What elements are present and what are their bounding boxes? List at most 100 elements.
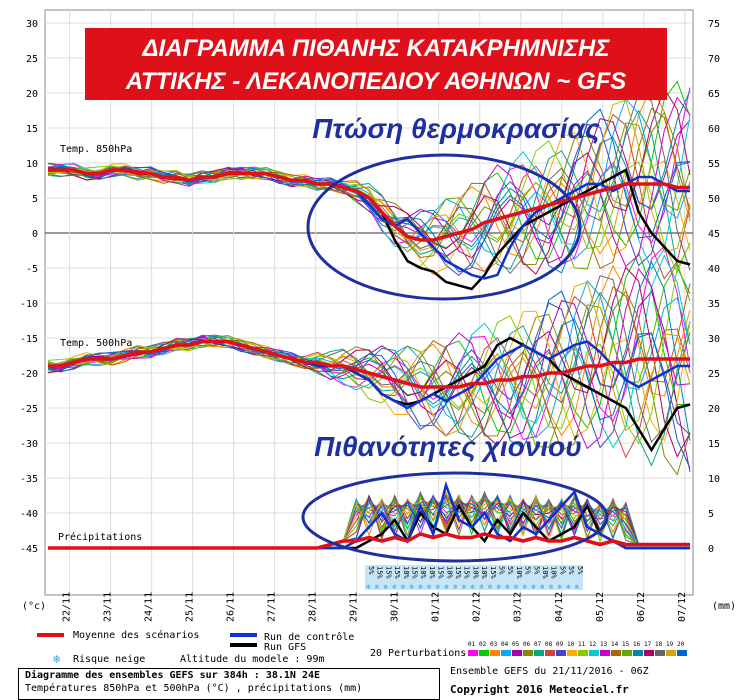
snow-risk-pct: 10% [428,566,436,579]
snow-risk-pct: 5% [506,566,514,575]
perturbation-line [47,290,691,469]
perturbation-swatch [545,650,555,656]
right-tick-label: 25 [708,369,720,380]
snow-risk-pct: 10% [419,566,427,579]
snowflake-icon: ❄ [375,583,379,591]
perturbation-legend: 01 02 03 04 05 06 07 08 09 10 11 12 13 14 15 16 17 18 19 20 [468,641,687,656]
left-tick-label: 0 [32,229,38,240]
right-tick-label: 15 [708,439,720,450]
snow-risk-pct: 15% [384,566,392,579]
snow-risk-pct: 10% [402,566,410,579]
snowflake-icon: ❄ [418,583,422,591]
label-t500: Temp. 500hPa [60,338,132,349]
label-t850: Temp. 850hPa [60,144,132,155]
copyright: Copyright 2016 Meteociel.fr [450,683,629,696]
perturbation-swatch [490,650,500,656]
x-tick-label: 25/11 [185,592,196,622]
perturbation-swatch [556,650,566,656]
snowflake-icon: ❄ [383,583,387,591]
left-axis-unit: (°c) [22,601,46,612]
snow-risk-pct: 5% [524,566,532,575]
perturbation-id: 20 [677,641,685,648]
snowflake-icon: ❄ [479,583,483,591]
right-tick-label: 60 [708,124,720,135]
x-tick-label: 23/11 [103,592,114,622]
temp-drop-annotation: Πτώση θερμοκρασίας [312,113,600,144]
snow-risk-pct: 5% [558,566,566,575]
snowflake-icon: ❄ [470,583,474,591]
perturbation-id: 01 [468,641,476,648]
title-banner [85,28,667,100]
perturbation-id: 05 [512,641,520,648]
perturbation-id: 09 [556,641,564,648]
perturbation-swatch [611,650,621,656]
x-tick-label: 07/12 [677,592,688,622]
snowflake-icon: ❄ [453,583,457,591]
mean-t500-line [48,339,690,389]
x-axis: 22/11 23/11 24/11 25/11 26/11 27/11 28/11 29/11… [62,592,688,622]
snowflake-icon: ❄ [531,583,535,591]
x-tick-label: 26/11 [226,592,237,622]
snow-risk-pct: 10% [480,566,488,579]
perturbation-line [47,267,691,450]
x-tick-label: 04/12 [554,592,565,622]
grid [45,10,693,595]
snow-risk-pct: 15% [437,566,445,579]
ensemble-run-label: Ensemble GEFS du 21/11/2016 - 06Z [450,666,649,677]
snowflake-icon: ❄ [540,583,544,591]
left-tick-label: 25 [26,54,38,65]
legend-control-label: Run de contrôle [264,631,354,643]
left-tick-label: 15 [26,124,38,135]
perturbation-id: 17 [644,641,652,648]
perturbation-swatch [523,650,533,656]
right-tick-label: 40 [708,264,720,275]
snow-risk-pct: 10% [550,566,558,579]
x-tick-label: 06/12 [636,592,647,622]
left-tick-label: 5 [32,194,38,205]
right-tick-label: 5 [708,509,714,520]
perturbation-swatch [534,650,544,656]
perturbation-id: 16 [633,641,641,648]
perturbation-id: 14 [611,641,619,648]
snow-risk-pct: 15% [393,566,401,579]
perturbation-id: 08 [545,641,553,648]
legend-mean-label: Moyenne des scénarios [73,629,199,641]
main-series [48,168,691,550]
right-tick-label: 35 [708,299,720,310]
left-tick-label: -25 [20,404,38,415]
snow-risk-pct: 10% [541,566,549,579]
snow-risk-strip: 5%❄15%❄15%❄15%❄10%❄15%❄10%❄10%❄15%❄10%❄1… [365,565,584,591]
snow-prob-ellipse [301,471,609,563]
snow-risk-pct: 15% [376,566,384,579]
left-tick-label: -40 [20,509,38,520]
right-axis-unit: (mm) [712,601,736,612]
perturbation-line [47,92,691,275]
perturbation-id: 07 [534,641,542,648]
snow-risk-pct: 5% [367,566,375,575]
x-tick-label: 22/11 [62,592,73,622]
title-line2: ΑΤΤΙΚΗΣ - ΛΕΚΑΝΟΠΕΔΙΟΥ ΑΘΗΝΩΝ ~ GFS [125,68,627,95]
snowflake-icon: ❄ [566,583,570,591]
right-tick-label: 65 [708,89,720,100]
perturbation-id: 11 [578,641,586,648]
right-tick-label: 50 [708,194,720,205]
snowflake-icon: ❄ [436,583,440,591]
footer-line1: Diagramme des ensembles GEFS sur 384h : … [25,670,321,681]
label-precip: Précipitations [58,531,142,543]
x-tick-label: 02/12 [472,592,483,622]
left-tick-label: -10 [20,299,38,310]
perturbation-id: 19 [666,641,674,648]
perturbation-swatch [633,650,643,656]
snowflake-icon: ❄ [410,583,414,591]
x-tick-label: 05/12 [595,592,606,622]
left-tick-label: 20 [26,89,38,100]
legend-gfs-label: Run GFS [264,642,306,653]
snowflake-icon: ❄ [575,583,579,591]
x-tick-label: 27/11 [267,592,278,622]
x-tick-label: 29/11 [349,592,360,622]
snowflake-icon: ❄ [444,583,448,591]
right-tick-label: 45 [708,229,720,240]
perturbation-id: 12 [589,641,597,648]
